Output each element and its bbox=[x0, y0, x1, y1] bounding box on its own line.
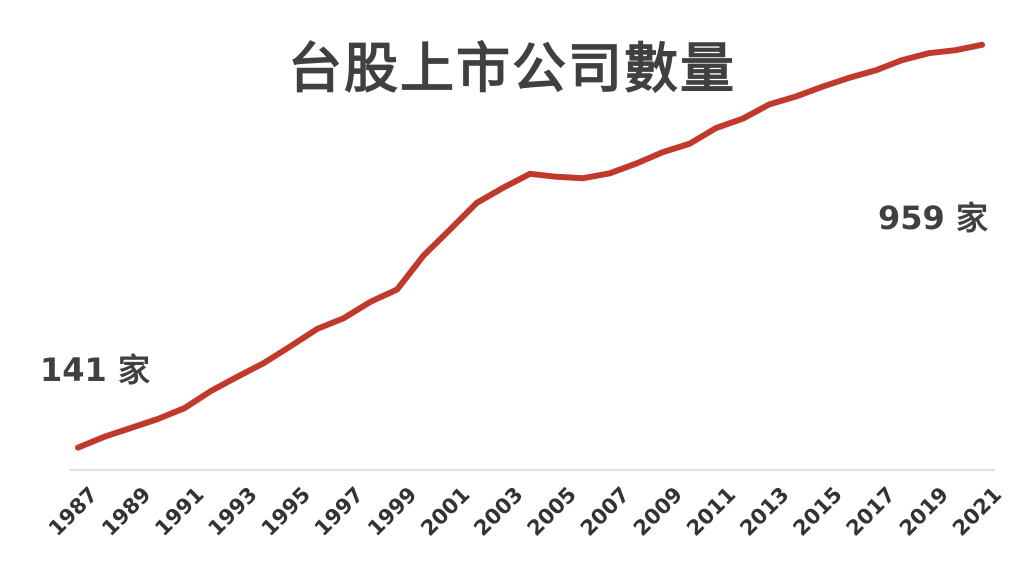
series-line-0 bbox=[75, 41, 985, 451]
x-tick-label: 2017 bbox=[842, 482, 900, 540]
x-tick-label: 2009 bbox=[629, 482, 687, 540]
x-tick-label: 1993 bbox=[203, 482, 261, 540]
x-tick-label: 2005 bbox=[523, 482, 581, 540]
x-tick-label: 2015 bbox=[788, 482, 846, 540]
x-tick-label: 1999 bbox=[363, 482, 421, 540]
x-tick-label: 1997 bbox=[310, 482, 368, 540]
x-tick-label: 2007 bbox=[576, 482, 634, 540]
x-tick-label: 2003 bbox=[469, 482, 527, 540]
series-layer bbox=[75, 41, 985, 451]
x-tick-label: 1991 bbox=[150, 482, 208, 540]
x-tick-label: 1989 bbox=[97, 482, 155, 540]
x-tick-label: 2013 bbox=[735, 482, 793, 540]
x-tick-label: 2021 bbox=[948, 482, 1006, 540]
data-label-start: 141 家 bbox=[40, 351, 150, 389]
data-label-end: 959 家 bbox=[878, 199, 988, 237]
x-tick-label: 1995 bbox=[257, 482, 315, 540]
x-tick-labels: 1987198919911993199519971999200120032005… bbox=[44, 482, 1006, 540]
chart-title: 台股上市公司數量 bbox=[288, 37, 736, 100]
x-tick-label: 2019 bbox=[895, 482, 953, 540]
x-tick-label: 2001 bbox=[416, 482, 474, 540]
x-tick-label: 1987 bbox=[44, 482, 102, 540]
x-tick-label: 2011 bbox=[682, 482, 740, 540]
